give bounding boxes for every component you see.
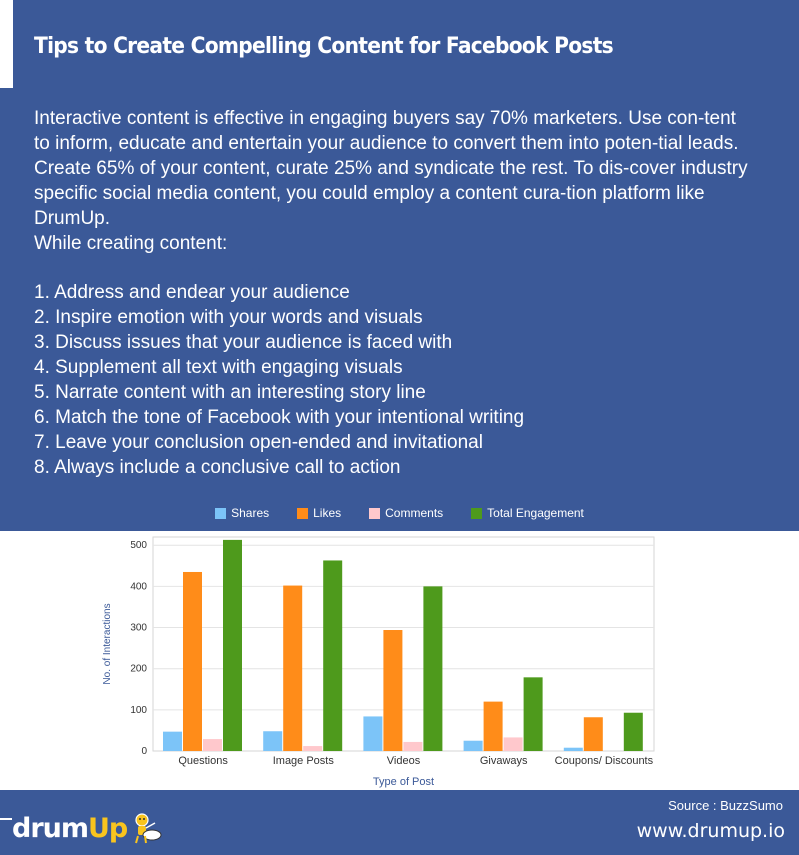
y-tick-label: 0	[141, 746, 147, 757]
bar-shares	[563, 747, 583, 751]
y-tick-label: 500	[130, 540, 147, 551]
tip-item: 8. Always include a conclusive call to a…	[34, 457, 401, 478]
footer-divider	[0, 818, 12, 820]
x-tick-label: Givaways	[480, 755, 528, 767]
x-tick-label: Questions	[178, 755, 228, 767]
legend-label: Total Engagement	[487, 506, 584, 520]
website-url: www.drumup.io	[636, 820, 785, 842]
legend-swatch	[215, 507, 227, 519]
bar-likes	[583, 717, 603, 751]
x-axis-title: Type of Post	[373, 776, 434, 788]
bar-shares	[363, 716, 383, 751]
bar-shares	[263, 731, 283, 751]
chart-legend: Shares Likes Comments Total Engagement	[0, 502, 799, 524]
legend-swatch	[471, 507, 483, 519]
source-credit: Source : BuzzSumo	[668, 798, 783, 813]
legend-label: Shares	[231, 506, 270, 520]
bar-likes	[383, 630, 403, 751]
bar-total-engagement	[323, 560, 343, 751]
legend-swatch	[369, 507, 381, 519]
title-accent-bar	[0, 0, 13, 88]
x-tick-label: Coupons/ Discounts	[555, 755, 654, 767]
bar-comments	[503, 737, 523, 751]
legend-item: Shares	[215, 506, 269, 520]
tip-item: 1. Address and endear your audience	[34, 282, 350, 303]
legend-item: Likes	[297, 506, 341, 520]
y-axis-title: No. of Interactions	[102, 603, 113, 684]
legend-item: Total Engagement	[471, 506, 584, 520]
bar-likes	[183, 571, 202, 751]
bar-total-engagement	[223, 539, 242, 751]
bar-total-engagement	[623, 712, 643, 751]
tip-item: 6. Match the tone of Facebook with your …	[34, 407, 525, 428]
legend-label: Likes	[313, 506, 342, 520]
y-tick-label: 200	[130, 664, 147, 675]
tips-list: 1. Address and endear your audience 2. I…	[34, 280, 524, 480]
intro-lead-in: While creating content:	[34, 233, 228, 254]
legend-label: Comments	[385, 506, 444, 520]
logo-text-main: drum	[12, 812, 89, 844]
bar-likes	[483, 701, 503, 751]
logo-text-accent: Up	[88, 812, 128, 844]
x-tick-label: Videos	[387, 755, 421, 767]
drumup-logo: drumUp	[12, 812, 163, 844]
x-tick-label: Image Posts	[273, 755, 335, 767]
bar-likes	[283, 585, 303, 751]
y-tick-label: 100	[130, 705, 147, 716]
bar-chart: 0 100 200 300 400 500 Questions Image Posts Vide…	[102, 536, 655, 788]
drummer-mascot-icon	[135, 813, 162, 844]
tip-item: 5. Narrate content with an interesting s…	[34, 382, 426, 403]
bar-comments	[403, 741, 423, 751]
page-title: Tips to Create Compelling Content for Fa…	[34, 34, 614, 59]
tip-item: 2. Inspire emotion with your words and v…	[34, 307, 423, 328]
legend-item: Comments	[369, 506, 443, 520]
bar-comments	[303, 746, 323, 751]
bar-total-engagement	[523, 677, 543, 751]
y-tick-label: 400	[130, 581, 147, 592]
tip-item: 7. Leave your conclusion open-ended and …	[34, 432, 483, 453]
y-tick-label: 300	[130, 623, 147, 634]
intro-paragraph: Interactive content is effective in enga…	[34, 108, 748, 229]
legend-swatch	[297, 507, 309, 519]
intro-text: Interactive content is effective in enga…	[34, 106, 754, 256]
bar-comments	[203, 739, 222, 751]
logo-wordmark: drumUp	[12, 812, 128, 844]
tip-item: 4. Supplement all text with engaging vis…	[34, 357, 403, 378]
tip-item: 3. Discuss issues that your audience is …	[34, 332, 453, 353]
bar-shares	[163, 731, 182, 751]
bar-total-engagement	[423, 586, 443, 751]
bar-shares	[463, 740, 483, 751]
chart-panel: 0 100 200 300 400 500 Questions Image Posts Vide…	[0, 531, 799, 790]
